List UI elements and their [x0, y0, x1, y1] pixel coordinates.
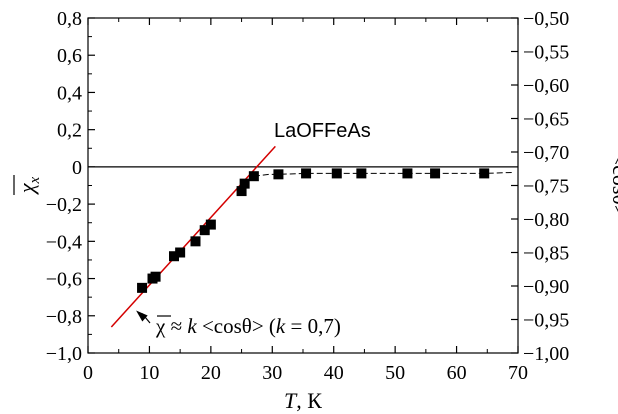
y-right-tick-label: −0,60: [523, 75, 569, 97]
data-point: [301, 168, 312, 179]
annotation-formula: χ ≈ k <cosθ> (k = 0,7): [155, 314, 341, 338]
y-left-tick-label: −1,0: [46, 343, 82, 365]
svg-text:χx: χx: [14, 176, 43, 195]
y-left-tick-label: −0,4: [46, 231, 82, 253]
x-axis: 0 10 20 30 40 50 60 70: [83, 18, 528, 384]
plot-frame-group: [87, 17, 519, 354]
data-point: [402, 168, 413, 179]
data-point: [169, 251, 179, 262]
x-tick-label: 50: [385, 362, 405, 384]
y-right-tick-label: −0,50: [523, 8, 569, 30]
data-point: [239, 178, 250, 189]
y-right-tick-label: −0,55: [523, 42, 569, 64]
fit-annotation: χ ≈ k <cosθ> (k = 0,7): [136, 310, 341, 338]
points-layer: [137, 168, 490, 293]
data-point: [236, 186, 247, 197]
y-right-tick-label: −0,70: [523, 142, 569, 164]
x-tick-label: 30: [262, 362, 282, 384]
y-left-tick-label: −0,8: [46, 306, 82, 328]
y-left-tick-label: 0,8: [57, 8, 82, 30]
x-tick-label: 60: [447, 362, 467, 384]
x-tick-label: 70: [508, 362, 528, 384]
x-axis-label: T, К: [284, 388, 322, 413]
data-point: [175, 247, 186, 258]
data-point: [137, 282, 148, 293]
data-point: [430, 168, 441, 179]
y-right-tick-label: −1,00: [523, 343, 569, 365]
data-point: [331, 168, 342, 179]
y-right-tick-label: −0,95: [523, 310, 569, 332]
data-point: [479, 168, 490, 179]
y-axis-left: 0,8 0,6 0,4 0,2 0 −0,2 −0,4 −0,6 −0,8 −1,0: [46, 8, 95, 365]
x-tick-label: 0: [83, 362, 93, 384]
data-point: [199, 225, 210, 236]
y-right-tick-label: −0,75: [523, 176, 569, 198]
data-point: [205, 219, 216, 230]
data-point: [248, 171, 259, 182]
plot-frame: [87, 17, 519, 354]
y-right-tick-label: −0,65: [523, 109, 569, 131]
y-left-tick-label: 0,6: [57, 45, 82, 67]
y-left-tick-label: 0: [72, 157, 82, 179]
data-point: [356, 168, 367, 179]
y-left-tick-label: 0,4: [57, 82, 82, 104]
data-point: [273, 169, 284, 180]
y-left-label: χx: [13, 175, 43, 195]
material-label: LaOFFeAs: [274, 120, 371, 142]
y-left-tick-label: −0,6: [46, 269, 82, 291]
annotation-arrowhead: [136, 310, 148, 322]
y-right-tick-label: −0,85: [523, 243, 569, 265]
x-tick-label: 20: [201, 362, 221, 384]
x-tick-label: 40: [324, 362, 344, 384]
y-right-label: <cosθ>: [608, 153, 618, 218]
y-left-tick-label: 0,2: [57, 120, 82, 142]
connector-line: [253, 171, 512, 177]
x-tick-label: 10: [139, 362, 159, 384]
data-point: [150, 271, 161, 282]
data-point: [190, 236, 201, 247]
y-right-tick-label: −0,90: [523, 276, 569, 298]
y-right-tick-label: −0,80: [523, 209, 569, 231]
y-axis-right: −0,50 −0,55 −0,60 −0,65 −0,70 −0,75 −0,80 −0,85…: [511, 8, 569, 365]
y-left-tick-label: −0,2: [46, 194, 82, 216]
